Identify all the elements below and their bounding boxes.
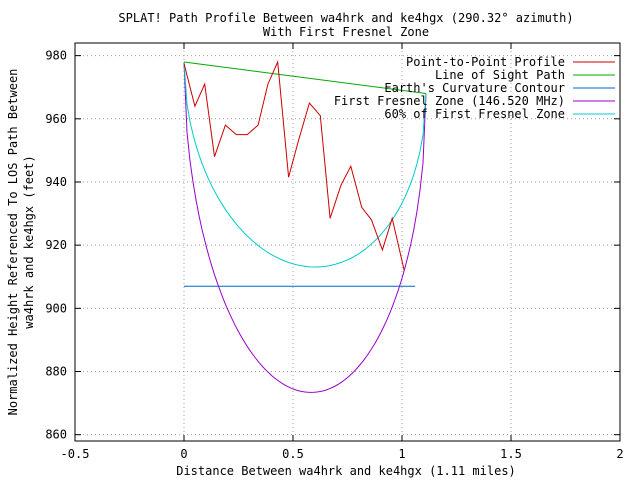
y-tick-label: 960 — [45, 112, 67, 126]
legend-label-earth-curvature: Earth's Curvature Contour — [384, 81, 565, 95]
y-tick-label: 920 — [45, 238, 67, 252]
ticks: -0.5 0 0.5 1 1.5 2 860 880 900 920 940 960 980 — [45, 43, 624, 461]
y-tick-label: 940 — [45, 175, 67, 189]
legend: Point-to-Point Profile Line of Sight Pat… — [334, 55, 615, 121]
fresnel-zone-curve — [183, 61, 427, 393]
legend-label-profile: Point-to-Point Profile — [406, 55, 565, 69]
chart-subtitle: With First Fresnel Zone — [263, 25, 429, 39]
legend-label-line-of-sight: Line of Sight Path — [435, 68, 565, 82]
x-tick-label: 0 — [180, 447, 187, 461]
legend-label-60-fresnel: 60% of First Fresnel Zone — [384, 107, 565, 121]
series-group — [183, 60, 427, 393]
x-tick-label: 0.5 — [282, 447, 304, 461]
y-axis-label-line1: Normalized Height Referenced To LOS Path… — [6, 69, 20, 416]
grid — [75, 43, 620, 441]
chart-title: SPLAT! Path Profile Between wa4hrk and k… — [118, 11, 573, 25]
legend-label-fresnel-zone: First Fresnel Zone (146.520 MHz) — [334, 94, 565, 108]
x-tick-label: 1 — [398, 447, 405, 461]
y-tick-label: 860 — [45, 428, 67, 442]
x-tick-label: -0.5 — [61, 447, 90, 461]
x-axis-label: Distance Between wa4hrk and ke4hgx (1.11… — [176, 464, 516, 478]
x-tick-label: 1.5 — [500, 447, 522, 461]
x-tick-label: 2 — [616, 447, 623, 461]
y-tick-label: 900 — [45, 301, 67, 315]
y-axis-label-line2: wa4hrk and ke4hgx (feet) — [22, 155, 36, 328]
y-tick-label: 880 — [45, 365, 67, 379]
line-of-sight-line — [183, 61, 427, 94]
y-tick-label: 980 — [45, 49, 67, 63]
fresnel-60-curve — [183, 61, 427, 268]
terrain-profile-line — [183, 60, 405, 271]
plot-frame — [74, 42, 621, 442]
